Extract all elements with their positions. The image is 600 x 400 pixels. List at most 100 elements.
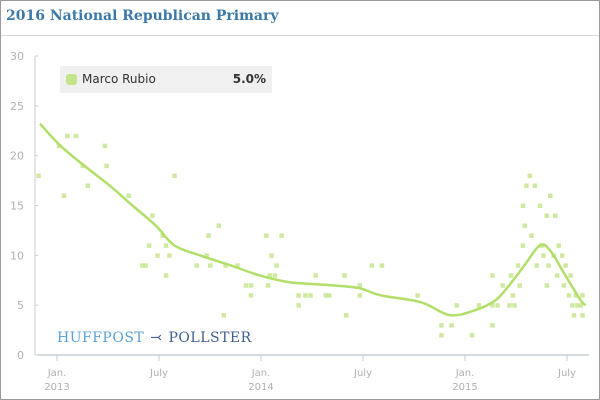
data-point bbox=[476, 303, 482, 308]
data-point bbox=[490, 323, 495, 328]
data-point bbox=[490, 303, 495, 308]
data-point bbox=[172, 173, 177, 179]
x-tick-year-label: 2014 bbox=[248, 382, 273, 393]
data-point bbox=[155, 253, 160, 258]
data-point bbox=[520, 243, 526, 248]
data-point bbox=[342, 273, 347, 278]
data-point bbox=[554, 273, 560, 278]
data-point bbox=[243, 283, 249, 288]
data-point bbox=[544, 213, 550, 218]
data-point bbox=[570, 303, 575, 308]
data-point bbox=[235, 263, 240, 268]
data-point bbox=[357, 283, 363, 288]
y-tick-label: 30 bbox=[10, 50, 24, 63]
data-point bbox=[272, 273, 278, 278]
data-point bbox=[490, 273, 495, 278]
data-point bbox=[303, 293, 308, 298]
data-point bbox=[541, 253, 546, 258]
data-point bbox=[369, 263, 374, 268]
data-point bbox=[568, 273, 573, 278]
data-point bbox=[512, 303, 517, 308]
logo-huffpost: HUFFPOST bbox=[57, 330, 145, 346]
data-point bbox=[548, 193, 553, 199]
data-point bbox=[73, 133, 79, 139]
data-point bbox=[500, 283, 505, 288]
data-point bbox=[544, 283, 550, 288]
data-point bbox=[160, 233, 165, 238]
x-tick-label: Jan. bbox=[47, 368, 67, 379]
data-point bbox=[194, 263, 199, 268]
data-point bbox=[167, 253, 172, 258]
data-point bbox=[415, 293, 420, 298]
y-tick-label: 5 bbox=[17, 299, 24, 312]
data-point bbox=[65, 133, 70, 139]
x-tick-year-label: 2013 bbox=[44, 382, 69, 393]
data-point bbox=[524, 183, 529, 189]
chart-title: 2016 National Republican Primary bbox=[6, 8, 279, 24]
data-point bbox=[439, 333, 444, 338]
legend-series-name: Marco Rubio bbox=[82, 72, 156, 86]
data-point bbox=[507, 303, 512, 308]
data-point bbox=[104, 163, 109, 169]
data-point bbox=[265, 283, 271, 288]
data-point bbox=[269, 253, 274, 258]
data-point bbox=[267, 273, 272, 278]
data-point bbox=[163, 243, 169, 248]
legend: Marco Rubio 5.0% bbox=[60, 66, 272, 93]
data-point bbox=[279, 233, 284, 238]
data-point bbox=[264, 233, 269, 238]
data-point bbox=[85, 183, 91, 189]
data-point bbox=[527, 173, 533, 179]
data-point bbox=[563, 263, 568, 268]
x-tick-year-label: 2015 bbox=[452, 382, 477, 393]
data-point bbox=[580, 293, 585, 298]
data-point bbox=[313, 273, 318, 278]
data-point bbox=[508, 273, 514, 278]
data-point bbox=[571, 313, 577, 318]
data-point bbox=[454, 303, 459, 308]
trend-line bbox=[39, 122, 587, 317]
data-point bbox=[566, 293, 572, 298]
data-point bbox=[559, 253, 565, 258]
data-point bbox=[223, 263, 228, 268]
data-point bbox=[510, 293, 516, 298]
data-point bbox=[216, 223, 221, 228]
x-tick-label: July bbox=[149, 368, 168, 379]
y-tick-label: 0 bbox=[17, 349, 24, 362]
data-point bbox=[534, 263, 539, 268]
data-point bbox=[546, 263, 551, 268]
logo-pollster: POLLSTER bbox=[168, 330, 252, 346]
data-point bbox=[274, 263, 279, 268]
y-tick-label: 10 bbox=[10, 249, 24, 262]
legend-series-value: 5.0% bbox=[232, 72, 266, 86]
logo-bird-icon: ⤙ bbox=[150, 330, 163, 346]
data-point bbox=[140, 263, 145, 268]
data-point bbox=[204, 253, 210, 258]
huffpost-pollster-logo: HUFFPOST ⤙ POLLSTER bbox=[57, 330, 252, 346]
data-point bbox=[344, 313, 349, 318]
data-point bbox=[221, 313, 227, 318]
data-point bbox=[469, 333, 475, 338]
data-point bbox=[522, 223, 527, 228]
data-point bbox=[61, 193, 67, 199]
x-tick-label: Jan. bbox=[251, 368, 271, 379]
x-tick-label: July bbox=[557, 368, 576, 379]
data-point bbox=[146, 243, 152, 248]
data-point bbox=[449, 323, 454, 328]
data-point bbox=[102, 143, 108, 149]
data-point bbox=[439, 323, 444, 328]
data-point bbox=[517, 283, 522, 288]
data-point bbox=[296, 293, 301, 298]
legend-swatch bbox=[66, 74, 77, 85]
data-point bbox=[126, 193, 131, 199]
data-point bbox=[553, 213, 558, 218]
x-tick-label: July bbox=[353, 368, 372, 379]
y-tick-label: 20 bbox=[10, 150, 24, 163]
data-point bbox=[561, 283, 567, 288]
data-point bbox=[532, 183, 538, 189]
data-point bbox=[150, 213, 155, 218]
data-point bbox=[537, 203, 543, 208]
data-point bbox=[327, 293, 332, 298]
data-point bbox=[36, 173, 41, 179]
